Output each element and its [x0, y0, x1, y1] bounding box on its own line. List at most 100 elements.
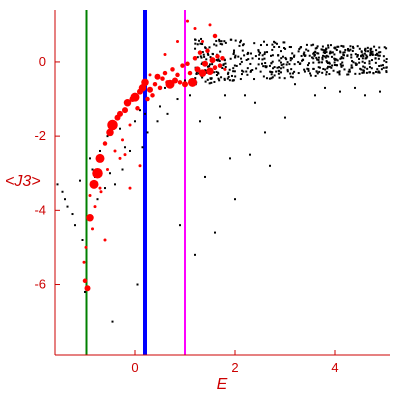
red-point	[165, 79, 175, 89]
black-point	[179, 224, 181, 227]
black-point	[209, 56, 212, 59]
red-point	[102, 141, 108, 146]
black-point	[250, 52, 253, 55]
black-point	[289, 75, 292, 78]
red-point	[182, 81, 188, 88]
black-point	[266, 51, 269, 54]
black-point	[350, 64, 353, 67]
black-point	[317, 66, 320, 69]
black-point	[325, 71, 328, 74]
black-point	[325, 47, 328, 50]
black-point	[289, 46, 292, 49]
black-point	[206, 52, 209, 55]
black-point	[194, 253, 196, 256]
black-point	[203, 55, 206, 58]
black-point	[369, 54, 372, 57]
black-point	[321, 48, 324, 51]
black-point	[327, 65, 330, 68]
black-point	[56, 183, 59, 186]
black-point	[281, 55, 284, 58]
black-point	[310, 44, 313, 47]
black-point	[242, 70, 245, 73]
black-point	[224, 62, 227, 65]
black-point	[341, 64, 344, 67]
black-point	[373, 45, 376, 48]
red-point	[170, 67, 175, 72]
black-point-series	[56, 37, 388, 323]
black-point	[351, 45, 354, 48]
black-point	[226, 72, 229, 75]
black-point	[356, 53, 359, 56]
black-point	[146, 131, 149, 134]
black-point	[347, 70, 350, 73]
black-point	[293, 63, 296, 66]
black-point	[313, 53, 316, 56]
red-point	[176, 40, 179, 44]
black-point	[336, 71, 339, 74]
black-point	[356, 55, 359, 58]
black-point	[335, 48, 338, 51]
black-point	[89, 157, 91, 160]
black-point	[385, 58, 388, 61]
black-point	[324, 86, 326, 89]
red-point	[205, 48, 210, 54]
black-point	[333, 63, 336, 66]
black-point	[316, 72, 319, 75]
black-point	[330, 55, 333, 58]
black-point	[246, 73, 249, 76]
black-point	[286, 61, 289, 64]
black-point	[239, 41, 242, 44]
black-point	[288, 63, 291, 66]
black-point	[317, 61, 320, 64]
black-point	[369, 51, 372, 54]
black-point	[359, 67, 362, 70]
black-point	[270, 54, 273, 57]
black-point	[282, 41, 285, 44]
black-point	[383, 46, 386, 49]
black-point	[222, 63, 225, 66]
black-point	[288, 45, 291, 48]
black-point	[375, 52, 378, 55]
black-point	[212, 71, 215, 74]
black-point	[330, 66, 333, 69]
black-point	[275, 70, 278, 73]
black-point	[323, 52, 326, 55]
black-point	[333, 46, 336, 49]
black-point	[368, 60, 371, 63]
black-point	[260, 62, 263, 65]
black-point	[223, 78, 226, 81]
black-point	[378, 54, 381, 57]
black-point	[284, 56, 287, 59]
black-point	[234, 75, 237, 78]
black-point	[316, 58, 319, 61]
black-point	[217, 77, 220, 80]
black-point	[346, 47, 349, 50]
red-point	[118, 156, 122, 160]
black-point	[305, 43, 308, 46]
black-point	[312, 57, 315, 60]
black-point	[340, 57, 343, 60]
black-point	[350, 66, 353, 69]
black-point	[241, 69, 244, 72]
black-point	[354, 62, 357, 65]
axes	[54, 10, 390, 356]
black-point	[271, 48, 274, 51]
black-point	[379, 90, 381, 93]
black-point	[327, 46, 330, 49]
black-point	[237, 55, 240, 58]
black-point	[317, 58, 320, 61]
black-point	[234, 198, 236, 201]
black-point	[321, 58, 324, 61]
red-point	[215, 54, 220, 59]
black-point	[331, 64, 334, 67]
black-point	[314, 47, 317, 50]
red-point-series	[82, 19, 227, 292]
black-point	[264, 131, 266, 134]
red-point	[154, 73, 161, 80]
red-point	[212, 33, 218, 39]
black-point	[314, 50, 317, 53]
black-point	[361, 71, 364, 74]
black-point	[349, 45, 352, 48]
black-point	[263, 51, 266, 54]
black-point	[247, 58, 250, 61]
